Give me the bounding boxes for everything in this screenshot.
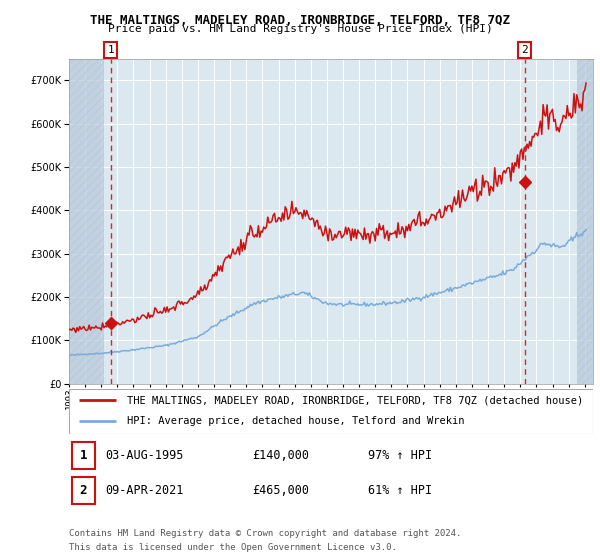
Text: £140,000: £140,000 bbox=[253, 449, 310, 462]
Text: 1: 1 bbox=[107, 45, 114, 55]
Bar bbox=[71, 442, 95, 469]
Text: £465,000: £465,000 bbox=[253, 484, 310, 497]
Text: HPI: Average price, detached house, Telford and Wrekin: HPI: Average price, detached house, Telf… bbox=[127, 417, 464, 427]
Text: Price paid vs. HM Land Registry's House Price Index (HPI): Price paid vs. HM Land Registry's House … bbox=[107, 24, 493, 34]
Text: This data is licensed under the Open Government Licence v3.0.: This data is licensed under the Open Gov… bbox=[69, 543, 397, 552]
Bar bbox=[71, 477, 95, 504]
Text: 03-AUG-1995: 03-AUG-1995 bbox=[106, 449, 184, 462]
Text: Contains HM Land Registry data © Crown copyright and database right 2024.: Contains HM Land Registry data © Crown c… bbox=[69, 529, 461, 538]
Text: THE MALTINGS, MADELEY ROAD, IRONBRIDGE, TELFORD, TF8 7QZ (detached house): THE MALTINGS, MADELEY ROAD, IRONBRIDGE, … bbox=[127, 395, 583, 405]
Text: 97% ↑ HPI: 97% ↑ HPI bbox=[368, 449, 431, 462]
Text: 1: 1 bbox=[80, 449, 87, 462]
Bar bbox=[577, 59, 593, 384]
Text: 09-APR-2021: 09-APR-2021 bbox=[106, 484, 184, 497]
Text: THE MALTINGS, MADELEY ROAD, IRONBRIDGE, TELFORD, TF8 7QZ: THE MALTINGS, MADELEY ROAD, IRONBRIDGE, … bbox=[90, 14, 510, 27]
Text: 2: 2 bbox=[80, 484, 87, 497]
Bar bbox=[69, 59, 104, 384]
Text: 2: 2 bbox=[521, 45, 528, 55]
Text: 61% ↑ HPI: 61% ↑ HPI bbox=[368, 484, 431, 497]
